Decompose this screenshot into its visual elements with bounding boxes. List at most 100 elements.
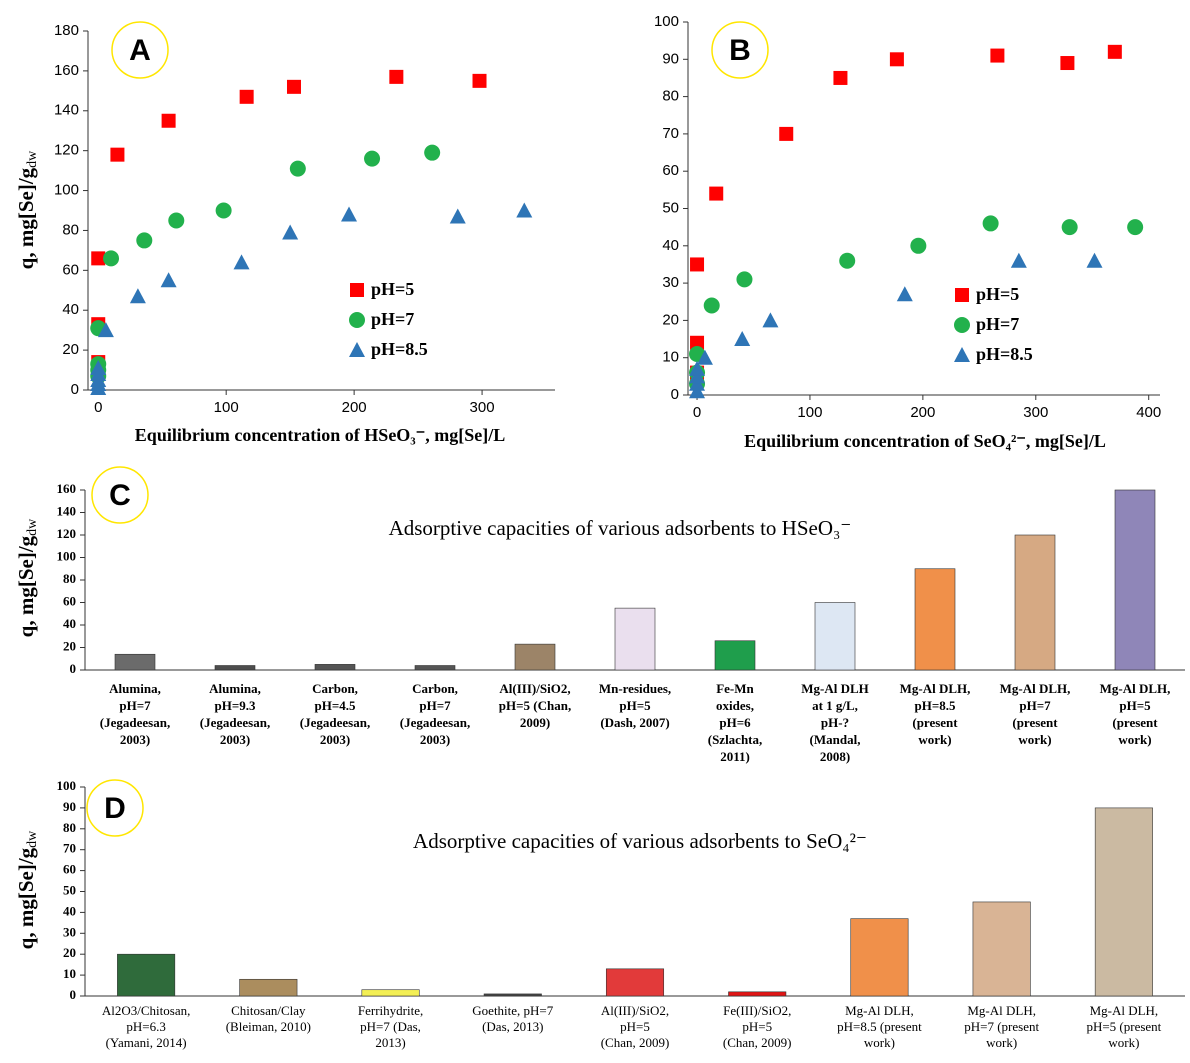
- y-axis-title: q, mg[Se]/gdw: [14, 518, 40, 638]
- text-line: pH=5: [1119, 698, 1151, 713]
- x-tick-label: Chitosan/Clay (Bleiman, 2010): [226, 1003, 311, 1034]
- x-tick-label: 200: [342, 399, 367, 416]
- bar: [605, 968, 665, 997]
- text-line: Al(III)/SiO2,: [499, 681, 570, 696]
- bar: [1014, 534, 1056, 671]
- panel-label: C: [109, 479, 131, 512]
- bar: [850, 918, 909, 997]
- marker: [389, 69, 404, 84]
- legend-marker: [349, 342, 365, 357]
- legend-label: pH=7: [371, 309, 414, 329]
- x-tick-label: Mg-Al DLH, pH=8.5 (present work): [837, 1003, 922, 1050]
- y-tick-label: 0: [671, 386, 679, 403]
- text-line: 2013): [375, 1035, 405, 1050]
- bar: [214, 665, 256, 671]
- panel-badge: [711, 21, 769, 79]
- text-line: work): [1108, 1035, 1139, 1050]
- legend-marker: [349, 312, 365, 328]
- text-line: 2009): [520, 715, 550, 730]
- marker: [1060, 56, 1075, 71]
- text-line: pH=8.5 (present: [837, 1019, 922, 1034]
- text-line: pH=9.3: [215, 698, 256, 713]
- bar: [483, 993, 542, 997]
- y-tick-label: 70: [63, 841, 76, 856]
- y-tick-label: 60: [63, 862, 76, 877]
- y-tick-label: 50: [662, 199, 679, 216]
- text-line: Goethite, pH=7: [472, 1003, 553, 1018]
- text-line: work): [1118, 732, 1151, 747]
- text-line: Mg-Al DLH: [801, 681, 869, 696]
- marker: [1061, 219, 1078, 236]
- y-tick-label: 140: [54, 102, 79, 119]
- text-line: Mn-residues,: [599, 681, 671, 696]
- text-line: pH=5: [619, 698, 651, 713]
- text-line: pH=5: [742, 1019, 772, 1034]
- y-tick-label: 40: [63, 616, 76, 631]
- bar: [414, 665, 456, 671]
- legend-marker: [350, 283, 364, 297]
- chart-title: Adsorptive capacities of various adsorbe…: [389, 516, 852, 540]
- bar: [714, 640, 756, 671]
- x-tick-label: Fe-Mn oxides, pH=6 (Szlachta, 2011): [708, 681, 763, 764]
- y-tick-label: 10: [63, 966, 76, 981]
- y-tick-label: 60: [62, 261, 79, 278]
- text-line: (Yamani, 2014): [106, 1035, 187, 1050]
- legend-label: pH=7: [976, 314, 1019, 334]
- text-line: (Dash, 2007): [600, 715, 669, 730]
- x-tick-label: Mn-residues, pH=5 (Dash, 2007): [599, 681, 671, 730]
- marker: [990, 48, 1005, 63]
- x-tick-label: 300: [470, 399, 495, 416]
- text-line: Carbon,: [412, 681, 458, 696]
- x-tick-label: Mg-Al DLH at 1 g/L, pH-? (Mandal, 2008): [801, 681, 869, 764]
- text-line: pH=4.5: [315, 698, 356, 713]
- text-line: pH=5 (present: [1086, 1019, 1161, 1034]
- y-tick-label: 100: [57, 778, 77, 793]
- text-line: Mg-Al DLH,: [1100, 681, 1171, 696]
- text-line: pH=7 (present: [964, 1019, 1039, 1034]
- text-line: (Mandal,: [810, 732, 861, 747]
- y-tick-label: 40: [62, 301, 79, 318]
- text-line: Mg-Al DLH,: [967, 1003, 1036, 1018]
- marker: [289, 160, 306, 177]
- x-tick-label: 100: [797, 404, 822, 421]
- text-line: (Das, 2013): [482, 1019, 543, 1034]
- y-tick-label: 60: [662, 162, 679, 179]
- text-line: Alumina,: [109, 681, 161, 696]
- chart-title: Adsorptive capacities of various adsorbe…: [413, 829, 867, 853]
- panel-badge: [111, 21, 169, 79]
- bar: [728, 991, 787, 997]
- marker: [779, 126, 794, 141]
- text-line: Carbon,: [312, 681, 358, 696]
- legend-label: pH=5: [976, 284, 1019, 304]
- text-line: work): [986, 1035, 1017, 1050]
- text-line: (present: [1112, 715, 1158, 730]
- text-line: 2003): [220, 732, 250, 747]
- marker: [282, 224, 299, 240]
- x-tick-label: Carbon, pH=7 (Jegadeesan, 2003): [400, 681, 470, 747]
- text-line: Mg-Al DLH,: [1000, 681, 1071, 696]
- y-tick-label: 60: [63, 593, 76, 608]
- text-line: Fe(III)/SiO2,: [723, 1003, 791, 1018]
- marker: [734, 331, 751, 347]
- text-line: Mg-Al DLH,: [900, 681, 971, 696]
- y-axis-title-main: q, mg[Se]/g: [14, 847, 38, 949]
- y-tick-label: 20: [63, 945, 76, 960]
- text-line: 2011): [720, 749, 750, 764]
- text-line: (Jegadeesan,: [300, 715, 370, 730]
- bar: [114, 653, 156, 671]
- marker: [1127, 219, 1144, 236]
- bar: [361, 989, 420, 997]
- text-line: Alumina,: [209, 681, 261, 696]
- bar: [814, 602, 856, 671]
- marker: [516, 202, 533, 218]
- marker: [233, 254, 250, 270]
- text-line: (present: [912, 715, 958, 730]
- bar: [1094, 807, 1153, 997]
- y-tick-label: 20: [62, 341, 79, 358]
- marker: [1010, 252, 1027, 268]
- marker: [762, 312, 779, 328]
- text-line: (Chan, 2009): [601, 1035, 670, 1050]
- bar: [614, 607, 656, 671]
- bar: [239, 978, 298, 997]
- bar: [972, 901, 1031, 997]
